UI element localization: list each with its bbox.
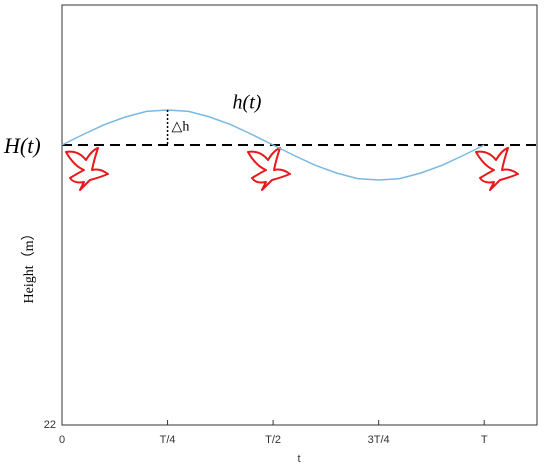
- y-tick-label: 22: [44, 419, 56, 431]
- x-tick-label: T: [481, 434, 488, 446]
- y-axis-label: Height（m）: [21, 227, 37, 304]
- x-axis-label: t: [297, 453, 300, 465]
- x-tick-label: T/2: [265, 434, 281, 446]
- x-tick-label: T/4: [160, 434, 176, 446]
- plot-frame: [61, 4, 538, 426]
- line-series: [61, 109, 485, 181]
- delta-label: △h: [172, 120, 190, 135]
- series-label: h(t): [233, 92, 262, 114]
- reference-label: H(t): [3, 133, 41, 158]
- bird-icons: [65, 147, 519, 191]
- x-tick-label: 0: [59, 434, 65, 446]
- x-tick-label: 3T/4: [368, 434, 390, 446]
